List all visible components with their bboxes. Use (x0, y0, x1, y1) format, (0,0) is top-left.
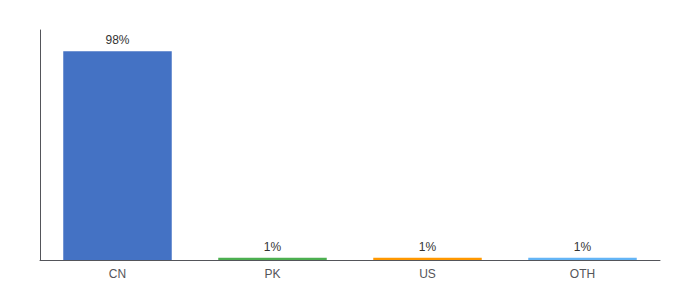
svg-text:1%: 1% (264, 240, 282, 254)
svg-text:98%: 98% (105, 33, 129, 47)
svg-text:PK: PK (264, 267, 280, 281)
svg-text:1%: 1% (419, 240, 437, 254)
svg-text:CN: CN (109, 267, 126, 281)
svg-text:OTH: OTH (570, 267, 595, 281)
svg-text:US: US (419, 267, 436, 281)
svg-text:1%: 1% (574, 240, 592, 254)
